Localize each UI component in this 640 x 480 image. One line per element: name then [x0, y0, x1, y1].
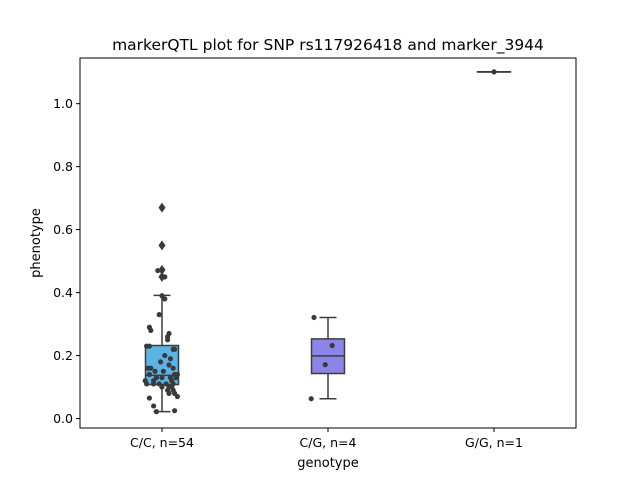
data-point [148, 327, 154, 333]
axes-layer: 0.0 0.2 0.4 0.6 0.8 1.0 C/C, n=54 C/G, n=4 G/G, … [53, 96, 523, 450]
data-point [159, 384, 165, 390]
data-point [146, 371, 152, 378]
data-point [166, 362, 172, 368]
points-layer [142, 69, 497, 415]
data-point [158, 359, 164, 365]
data-point [170, 365, 176, 371]
data-point [172, 408, 178, 414]
data-point [491, 69, 497, 75]
data-point [156, 312, 162, 318]
data-point [160, 368, 166, 374]
chart-title: markerQTL plot for SNP rs117926418 and m… [112, 36, 544, 55]
data-point [162, 352, 168, 359]
data-point [173, 375, 179, 381]
y-axis-label: phenotype [29, 208, 44, 278]
y-tick-label: 0.8 [53, 159, 73, 174]
data-point [170, 346, 176, 352]
x-tick-label: C/C, n=54 [130, 435, 194, 450]
y-tick-label: 0.2 [53, 348, 73, 363]
y-tick-label: 0.0 [53, 411, 73, 426]
x-tick-label: G/G, n=1 [465, 435, 523, 450]
x-axis-label: genotype [297, 456, 358, 471]
data-point [159, 204, 165, 211]
data-point [162, 296, 168, 302]
data-point [329, 342, 335, 349]
y-tick-label: 1.0 [53, 96, 73, 111]
y-tick-label: 0.6 [53, 222, 73, 237]
data-point [151, 403, 157, 409]
data-point [152, 368, 158, 374]
data-point [308, 396, 314, 402]
box-group [310, 316, 346, 400]
data-point [159, 267, 165, 274]
data-point [146, 395, 152, 401]
data-point [148, 365, 154, 371]
data-point [165, 337, 171, 343]
data-point [159, 375, 165, 381]
data-point [144, 381, 150, 387]
data-point [153, 409, 159, 415]
data-point [166, 390, 172, 396]
data-point [162, 274, 168, 280]
y-tick-label: 0.4 [53, 285, 73, 300]
x-tick-label: C/G, n=4 [300, 435, 357, 450]
data-point [155, 267, 161, 274]
data-point [322, 362, 328, 368]
data-point [144, 343, 150, 349]
data-point [159, 242, 165, 248]
data-point [311, 314, 317, 321]
data-point [174, 393, 180, 400]
data-point [167, 356, 173, 362]
data-point [151, 381, 157, 387]
